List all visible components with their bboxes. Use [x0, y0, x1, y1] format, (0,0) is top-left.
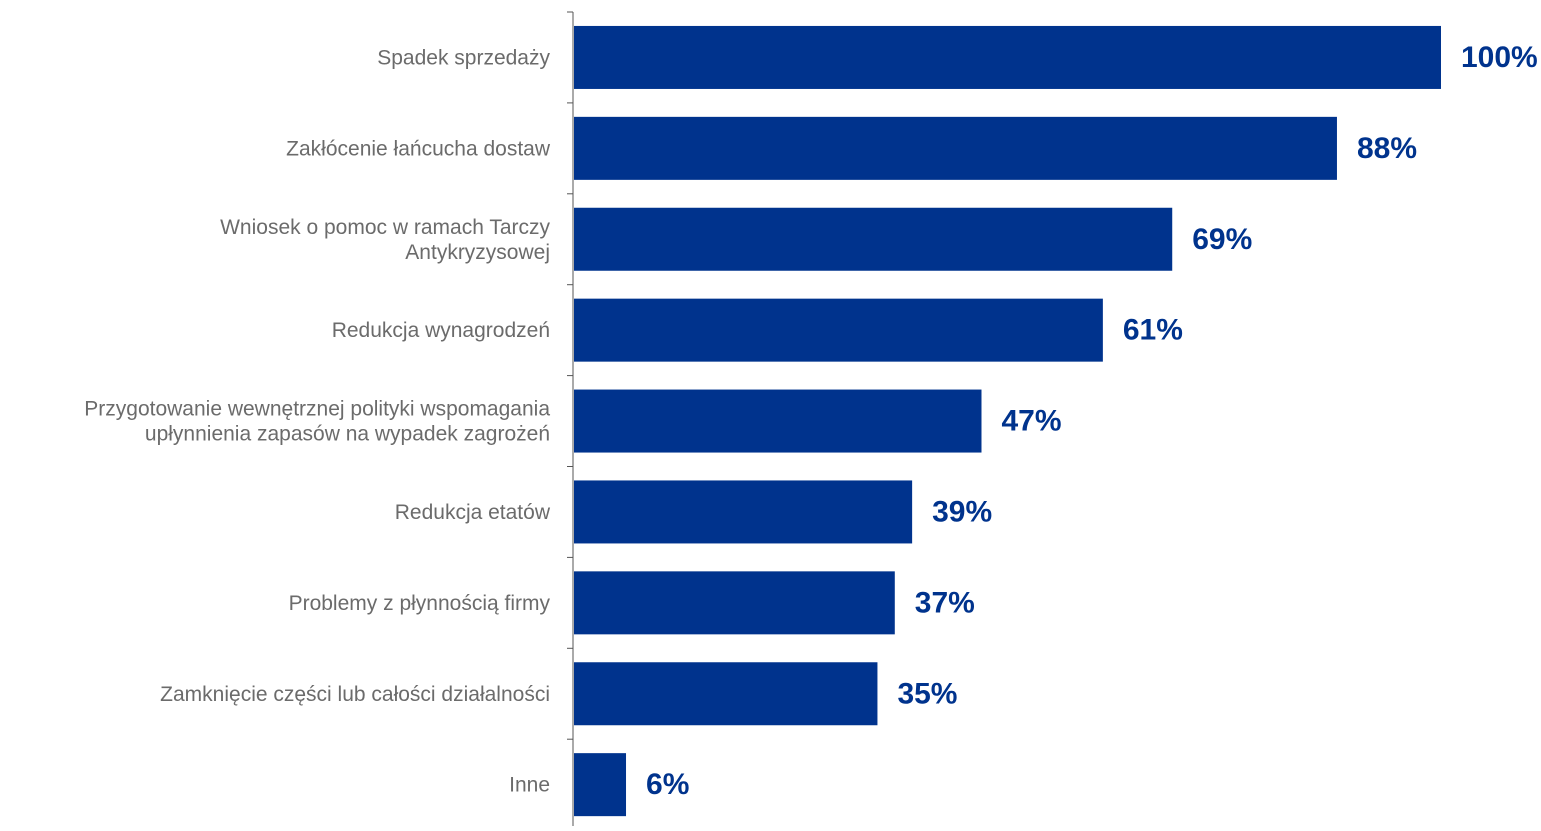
category-label: Problemy z płynnością firmy [289, 591, 551, 614]
category-label: Inne [509, 773, 550, 796]
bar [574, 753, 627, 817]
bar [574, 571, 895, 635]
category-label: Redukcja wynagrodzeń [332, 319, 550, 342]
bar-value-label: 88% [1357, 132, 1417, 165]
category-label-line: upłynnienia zapasów na wypadek zagrożeń [145, 422, 550, 445]
category-label-line: Antykryzysowej [405, 240, 550, 263]
bar [574, 207, 1173, 271]
category-label-line: Redukcja etatów [395, 500, 551, 523]
bar-value-label: 47% [1001, 405, 1061, 438]
category-label-line: Wniosek o pomoc w ramach Tarczy [220, 215, 550, 238]
bar-value-label: 37% [915, 586, 975, 619]
bar [574, 25, 1441, 89]
bar-value-label: 100% [1461, 41, 1538, 74]
category-label-line: Zamknięcie części lub całości działalnoś… [160, 682, 550, 705]
category-label-line: Zakłócenie łańcucha dostaw [286, 137, 551, 160]
bar-value-label: 69% [1192, 223, 1252, 256]
bar-value-label: 6% [646, 768, 689, 801]
category-label: Przygotowanie wewnętrznej polityki wspom… [84, 397, 550, 445]
category-label: Spadek sprzedaży [377, 46, 550, 69]
category-label-line: Inne [509, 773, 550, 796]
bar [574, 389, 982, 453]
category-label-line: Redukcja wynagrodzeń [332, 319, 550, 342]
category-label-line: Przygotowanie wewnętrznej polityki wspom… [84, 397, 550, 420]
bar-value-label: 39% [932, 495, 992, 528]
bar [574, 298, 1103, 362]
bar-value-label: 61% [1123, 314, 1183, 347]
category-label: Redukcja etatów [395, 500, 551, 523]
category-label: Wniosek o pomoc w ramach Tarczy Antykryzy… [220, 215, 550, 263]
bar [574, 116, 1337, 180]
bar [574, 662, 878, 726]
category-label-line: Spadek sprzedaży [377, 46, 550, 69]
bar [574, 480, 913, 544]
bar-value-label: 35% [897, 677, 957, 710]
category-label: Zakłócenie łańcucha dostaw [286, 137, 551, 160]
category-label-line: Problemy z płynnością firmy [289, 591, 551, 614]
category-label: Zamknięcie części lub całości działalnoś… [160, 682, 550, 705]
